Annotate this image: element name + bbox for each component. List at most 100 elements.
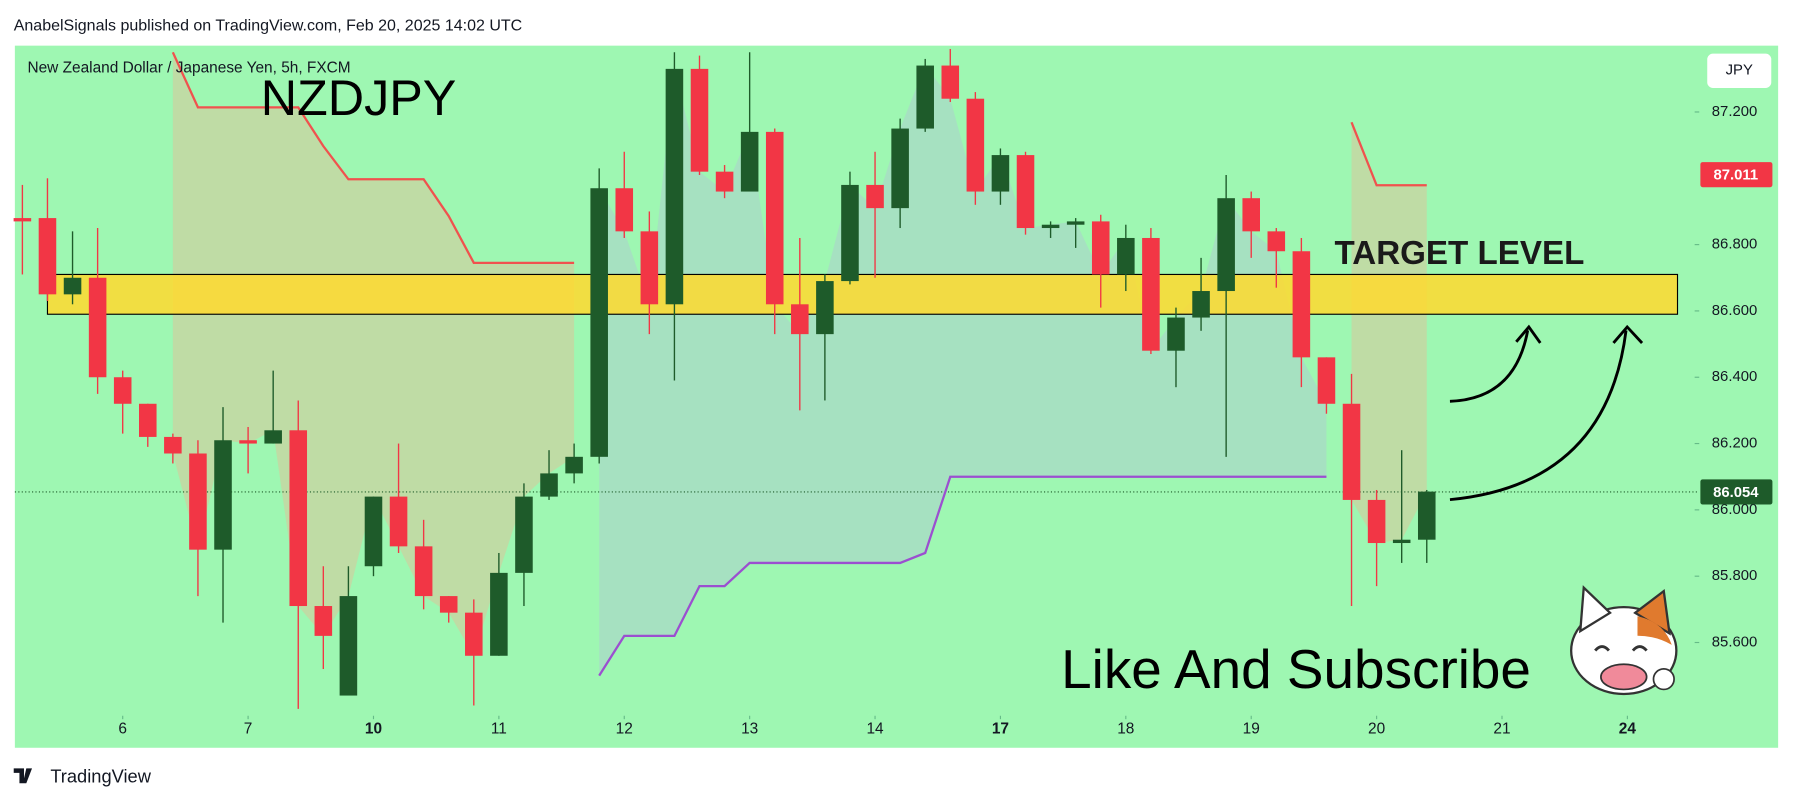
chart-title: NZDJPY bbox=[261, 69, 457, 126]
currency-button[interactable] bbox=[1707, 53, 1772, 88]
candle-body bbox=[1392, 539, 1411, 544]
y-tick-label: 85.800 bbox=[1712, 568, 1757, 584]
y-tick-label: 87.200 bbox=[1712, 104, 1757, 120]
candle-body bbox=[816, 281, 834, 335]
arrow-head bbox=[1612, 324, 1644, 344]
candle-body bbox=[490, 572, 508, 656]
x-tick-label: 7 bbox=[244, 721, 253, 738]
indicator-area bbox=[1351, 122, 1427, 544]
arrow bbox=[1449, 330, 1530, 403]
annotation: Like And Subscribe bbox=[1061, 638, 1531, 700]
candle-body bbox=[841, 184, 859, 282]
x-tick-label: 14 bbox=[866, 721, 884, 738]
arrow-head bbox=[1515, 324, 1542, 344]
candle-body bbox=[164, 436, 182, 454]
arrows bbox=[1449, 324, 1644, 502]
candle-body bbox=[364, 496, 383, 567]
subtitle: New Zealand Dollar / Japanese Yen, 5h, F… bbox=[27, 60, 350, 77]
cat-icon bbox=[1570, 585, 1678, 696]
y-tick-label: 86.400 bbox=[1712, 369, 1757, 385]
candle-body bbox=[690, 68, 709, 172]
price-badge-label: 86.054 bbox=[1713, 485, 1759, 501]
candle-body bbox=[465, 612, 483, 656]
target-zone bbox=[46, 273, 1679, 315]
candle-body bbox=[866, 184, 884, 209]
price-badge-label: 87.011 bbox=[1714, 168, 1759, 184]
x-tick-label: 6 bbox=[118, 721, 127, 738]
candle-body bbox=[991, 155, 1010, 192]
candle-body bbox=[1367, 499, 1386, 544]
candle-body bbox=[715, 171, 734, 192]
arrow bbox=[1449, 330, 1628, 502]
candle-body bbox=[88, 277, 107, 378]
candle-body bbox=[1117, 237, 1135, 275]
candle-body bbox=[414, 546, 433, 597]
footer-logo bbox=[13, 768, 33, 784]
candle-body bbox=[640, 231, 659, 305]
indicator-line bbox=[171, 51, 1427, 264]
target-label: TARGET LEVEL bbox=[1334, 235, 1584, 272]
candle-body bbox=[765, 131, 784, 305]
candle-body bbox=[791, 304, 809, 335]
y-tick-label: 86.200 bbox=[1712, 435, 1757, 451]
candle-body bbox=[1242, 198, 1260, 232]
candle-body bbox=[590, 188, 608, 457]
candle-body bbox=[615, 188, 634, 232]
candle-body bbox=[314, 606, 333, 636]
candle-body bbox=[966, 98, 985, 192]
header: AnabelSignals published on TradingView.c… bbox=[14, 17, 522, 34]
candle-body bbox=[439, 596, 458, 613]
candle-body bbox=[113, 377, 132, 404]
price-badge bbox=[1700, 162, 1773, 188]
candle-body bbox=[665, 68, 684, 305]
candle-body bbox=[891, 128, 909, 209]
candle-body bbox=[214, 440, 232, 550]
y-tick-label: 86.800 bbox=[1712, 237, 1757, 253]
candle-body bbox=[1192, 291, 1210, 318]
candle-body bbox=[515, 496, 533, 573]
candle-body bbox=[1091, 221, 1110, 275]
price-badge bbox=[1700, 479, 1773, 505]
candle-body bbox=[916, 65, 934, 129]
candle-body bbox=[264, 430, 282, 444]
indicator-line bbox=[598, 475, 1327, 677]
candle-body bbox=[540, 473, 558, 497]
indicator-area bbox=[599, 65, 1327, 676]
candle-body bbox=[389, 496, 408, 547]
currency-label[interactable]: JPY bbox=[1726, 63, 1753, 79]
candle-body bbox=[565, 456, 583, 474]
candle-body bbox=[1217, 198, 1235, 292]
candle-body bbox=[1317, 357, 1336, 404]
candle-body bbox=[1167, 317, 1185, 351]
candle-body bbox=[38, 218, 57, 295]
x-tick-label: 19 bbox=[1243, 721, 1260, 738]
candle-body bbox=[139, 403, 157, 437]
candle-body bbox=[941, 65, 960, 99]
candle-body bbox=[1142, 237, 1160, 351]
x-tick-label: 18 bbox=[1117, 721, 1134, 738]
candle-body bbox=[239, 440, 257, 444]
y-tick-label: 86.600 bbox=[1712, 303, 1757, 319]
indicator-area bbox=[172, 52, 575, 656]
candle-body bbox=[740, 131, 759, 192]
candle-body bbox=[1066, 221, 1085, 225]
candle-body bbox=[1417, 491, 1436, 540]
candle-body bbox=[1342, 403, 1361, 500]
x-tick-label: 10 bbox=[365, 721, 382, 738]
candle-body bbox=[1016, 155, 1035, 229]
candle-body bbox=[289, 430, 308, 607]
x-tick-label: 21 bbox=[1493, 721, 1510, 738]
candle-body bbox=[189, 453, 207, 550]
x-tick-label: 12 bbox=[616, 721, 633, 738]
candle-body bbox=[339, 596, 358, 696]
x-tick-label: 11 bbox=[491, 721, 507, 738]
x-tick-label: 24 bbox=[1619, 721, 1637, 738]
candle-body bbox=[63, 277, 82, 295]
y-tick-label: 85.600 bbox=[1712, 634, 1757, 650]
candle-body bbox=[13, 218, 32, 222]
candle-body bbox=[1267, 231, 1286, 252]
candle-body bbox=[1292, 251, 1311, 358]
x-tick-label: 20 bbox=[1368, 721, 1385, 738]
x-tick-label: 17 bbox=[992, 721, 1009, 738]
